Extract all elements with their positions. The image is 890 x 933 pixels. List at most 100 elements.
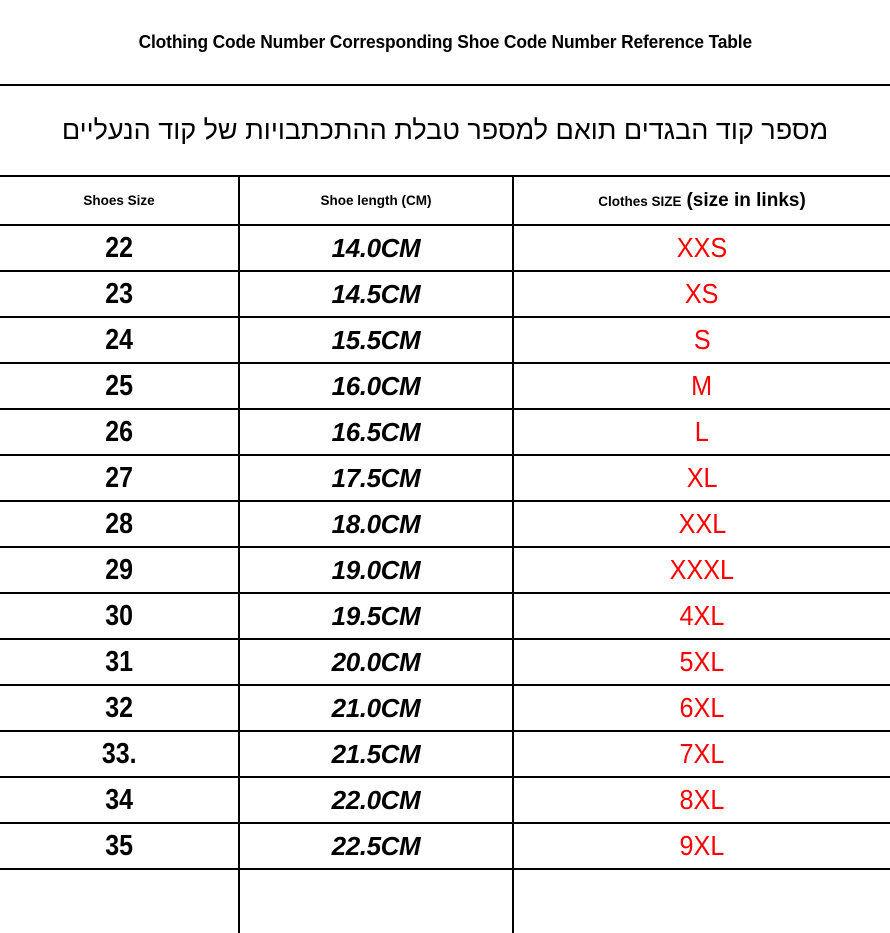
cell-shoe-length-value: 19.0CM	[331, 554, 421, 585]
cell-shoes-size-value: 27	[105, 461, 133, 494]
cell-shoe-length-value: 18.0CM	[331, 508, 421, 539]
cell-shoe-length: 14.0CM	[239, 225, 514, 272]
cell-shoe-length-value: 15.5CM	[331, 324, 421, 355]
cell-shoe-length: 19.5CM	[239, 593, 514, 640]
cell-clothes-size: XXXL	[513, 547, 890, 594]
cell-shoes-size-value: 32	[105, 691, 133, 724]
cell-clothes-size-value: M	[691, 370, 713, 401]
cell-clothes-size-value: XXXL	[669, 554, 735, 585]
cell-shoe-length-value: 21.5CM	[331, 738, 421, 769]
cell-clothes-size-value: XL	[686, 462, 718, 493]
column-header-clothes-size-note: (size in links)	[686, 189, 806, 211]
cell-shoes-size	[0, 869, 240, 933]
cell-clothes-size: 5XL	[513, 639, 890, 686]
page-title-band: Clothing Code Number Corresponding Shoe …	[0, 0, 890, 86]
cell-clothes-size-value: 5XL	[679, 646, 725, 677]
cell-shoes-size: 23	[0, 271, 240, 318]
cell-shoes-size-value: 29	[105, 553, 133, 586]
cell-shoe-length	[239, 869, 514, 933]
cell-shoes-size-value: 22	[105, 231, 133, 264]
cell-shoes-size-value: 23	[105, 277, 133, 310]
cell-shoes-size-value: 26	[105, 415, 133, 448]
table-row: 23 14.5CM XS	[0, 271, 890, 318]
cell-clothes-size: S	[513, 317, 890, 364]
cell-shoe-length: 16.5CM	[239, 409, 514, 456]
cell-shoe-length-value: 22.0CM	[331, 784, 421, 815]
table-row: 32 21.0CM 6XL	[0, 685, 890, 732]
cell-clothes-size: 6XL	[513, 685, 890, 732]
cell-clothes-size: 7XL	[513, 731, 890, 778]
cell-shoe-length-value: 14.5CM	[331, 278, 421, 309]
cell-shoes-size-value: 34	[105, 783, 133, 816]
cell-shoes-size-value: 33.	[101, 737, 137, 770]
cell-shoes-size: 27	[0, 455, 240, 502]
cell-clothes-size-value: 9XL	[679, 830, 725, 861]
cell-clothes-size: L	[513, 409, 890, 456]
cell-clothes-size: XL	[513, 455, 890, 502]
cell-clothes-size-value: 8XL	[679, 784, 725, 815]
cell-shoes-size: 22	[0, 225, 240, 272]
cell-clothes-size-value: 6XL	[679, 692, 725, 723]
hebrew-subtitle-band: מספר קוד הבגדים תואם למספר טבלת ההתכתבוי…	[0, 86, 890, 177]
cell-shoe-length: 16.0CM	[239, 363, 514, 410]
cell-shoes-size-value: 25	[105, 369, 133, 402]
cell-shoe-length: 19.0CM	[239, 547, 514, 594]
cell-clothes-size: XS	[513, 271, 890, 318]
cell-shoes-size: 31	[0, 639, 240, 686]
size-conversion-table: Shoes Size Shoe length (CM) Clothes SIZE…	[0, 177, 890, 933]
table-row: 34 22.0CM 8XL	[0, 777, 890, 824]
cell-shoe-length-value: 16.5CM	[331, 416, 421, 447]
cell-shoes-size: 34	[0, 777, 240, 824]
cell-shoes-size: 26	[0, 409, 240, 456]
column-header-shoe-length: Shoe length (CM)	[239, 177, 514, 226]
table-row: 31 20.0CM 5XL	[0, 639, 890, 686]
table-row: 35 22.5CM 9XL	[0, 823, 890, 870]
cell-shoe-length: 21.5CM	[239, 731, 514, 778]
page-title: Clothing Code Number Corresponding Shoe …	[138, 31, 752, 52]
cell-shoe-length: 21.0CM	[239, 685, 514, 732]
cell-clothes-size-value: XS	[685, 278, 719, 309]
cell-shoes-size: 30	[0, 593, 240, 640]
table-row: 22 14.0CM XXS	[0, 225, 890, 272]
table-header: Shoes Size Shoe length (CM) Clothes SIZE…	[0, 177, 890, 226]
cell-shoes-size-value: 24	[105, 323, 133, 356]
cell-shoes-size: 24	[0, 317, 240, 364]
cell-clothes-size-value: 4XL	[679, 600, 725, 631]
cell-shoe-length: 20.0CM	[239, 639, 514, 686]
cell-shoes-size: 35	[0, 823, 240, 870]
cell-shoe-length-value: 17.5CM	[331, 462, 421, 493]
cell-shoe-length-value: 22.5CM	[331, 830, 421, 861]
cell-clothes-size: 8XL	[513, 777, 890, 824]
cell-shoes-size-value: 31	[105, 645, 133, 678]
cell-shoe-length: 22.5CM	[239, 823, 514, 870]
column-header-shoe-length-label: Shoe length (CM)	[320, 192, 432, 208]
table-row: 27 17.5CM XL	[0, 455, 890, 502]
cell-clothes-size: 9XL	[513, 823, 890, 870]
cell-shoes-size-value: 30	[105, 599, 133, 632]
cell-shoe-length-value: 14.0CM	[331, 232, 421, 263]
cell-shoes-size-value: 35	[105, 829, 133, 862]
table-row: 29 19.0CM XXXL	[0, 547, 890, 594]
table-row: 30 19.5CM 4XL	[0, 593, 890, 640]
table-row: 24 15.5CM S	[0, 317, 890, 364]
cell-clothes-size: 4XL	[513, 593, 890, 640]
cell-clothes-size	[513, 869, 890, 933]
cell-shoes-size: 33.	[0, 731, 240, 778]
cell-clothes-size-value: XXS	[676, 232, 728, 263]
table-row: 33. 21.5CM 7XL	[0, 731, 890, 778]
cell-clothes-size: XXL	[513, 501, 890, 548]
cell-shoes-size: 29	[0, 547, 240, 594]
cell-clothes-size: XXS	[513, 225, 890, 272]
cell-clothes-size-value: S	[693, 324, 711, 355]
table-header-row: Shoes Size Shoe length (CM) Clothes SIZE…	[0, 177, 890, 226]
cell-shoe-length-value: 21.0CM	[331, 692, 421, 723]
cell-shoes-size: 32	[0, 685, 240, 732]
cell-shoe-length-value: 16.0CM	[331, 370, 421, 401]
cell-shoe-length-value: 20.0CM	[331, 646, 421, 677]
cell-shoes-size: 25	[0, 363, 240, 410]
column-header-shoes-size-label: Shoes Size	[83, 192, 155, 208]
hebrew-subtitle: מספר קוד הבגדים תואם למספר טבלת ההתכתבוי…	[61, 114, 829, 145]
cell-shoe-length: 14.5CM	[239, 271, 514, 318]
table-row: 25 16.0CM M	[0, 363, 890, 410]
